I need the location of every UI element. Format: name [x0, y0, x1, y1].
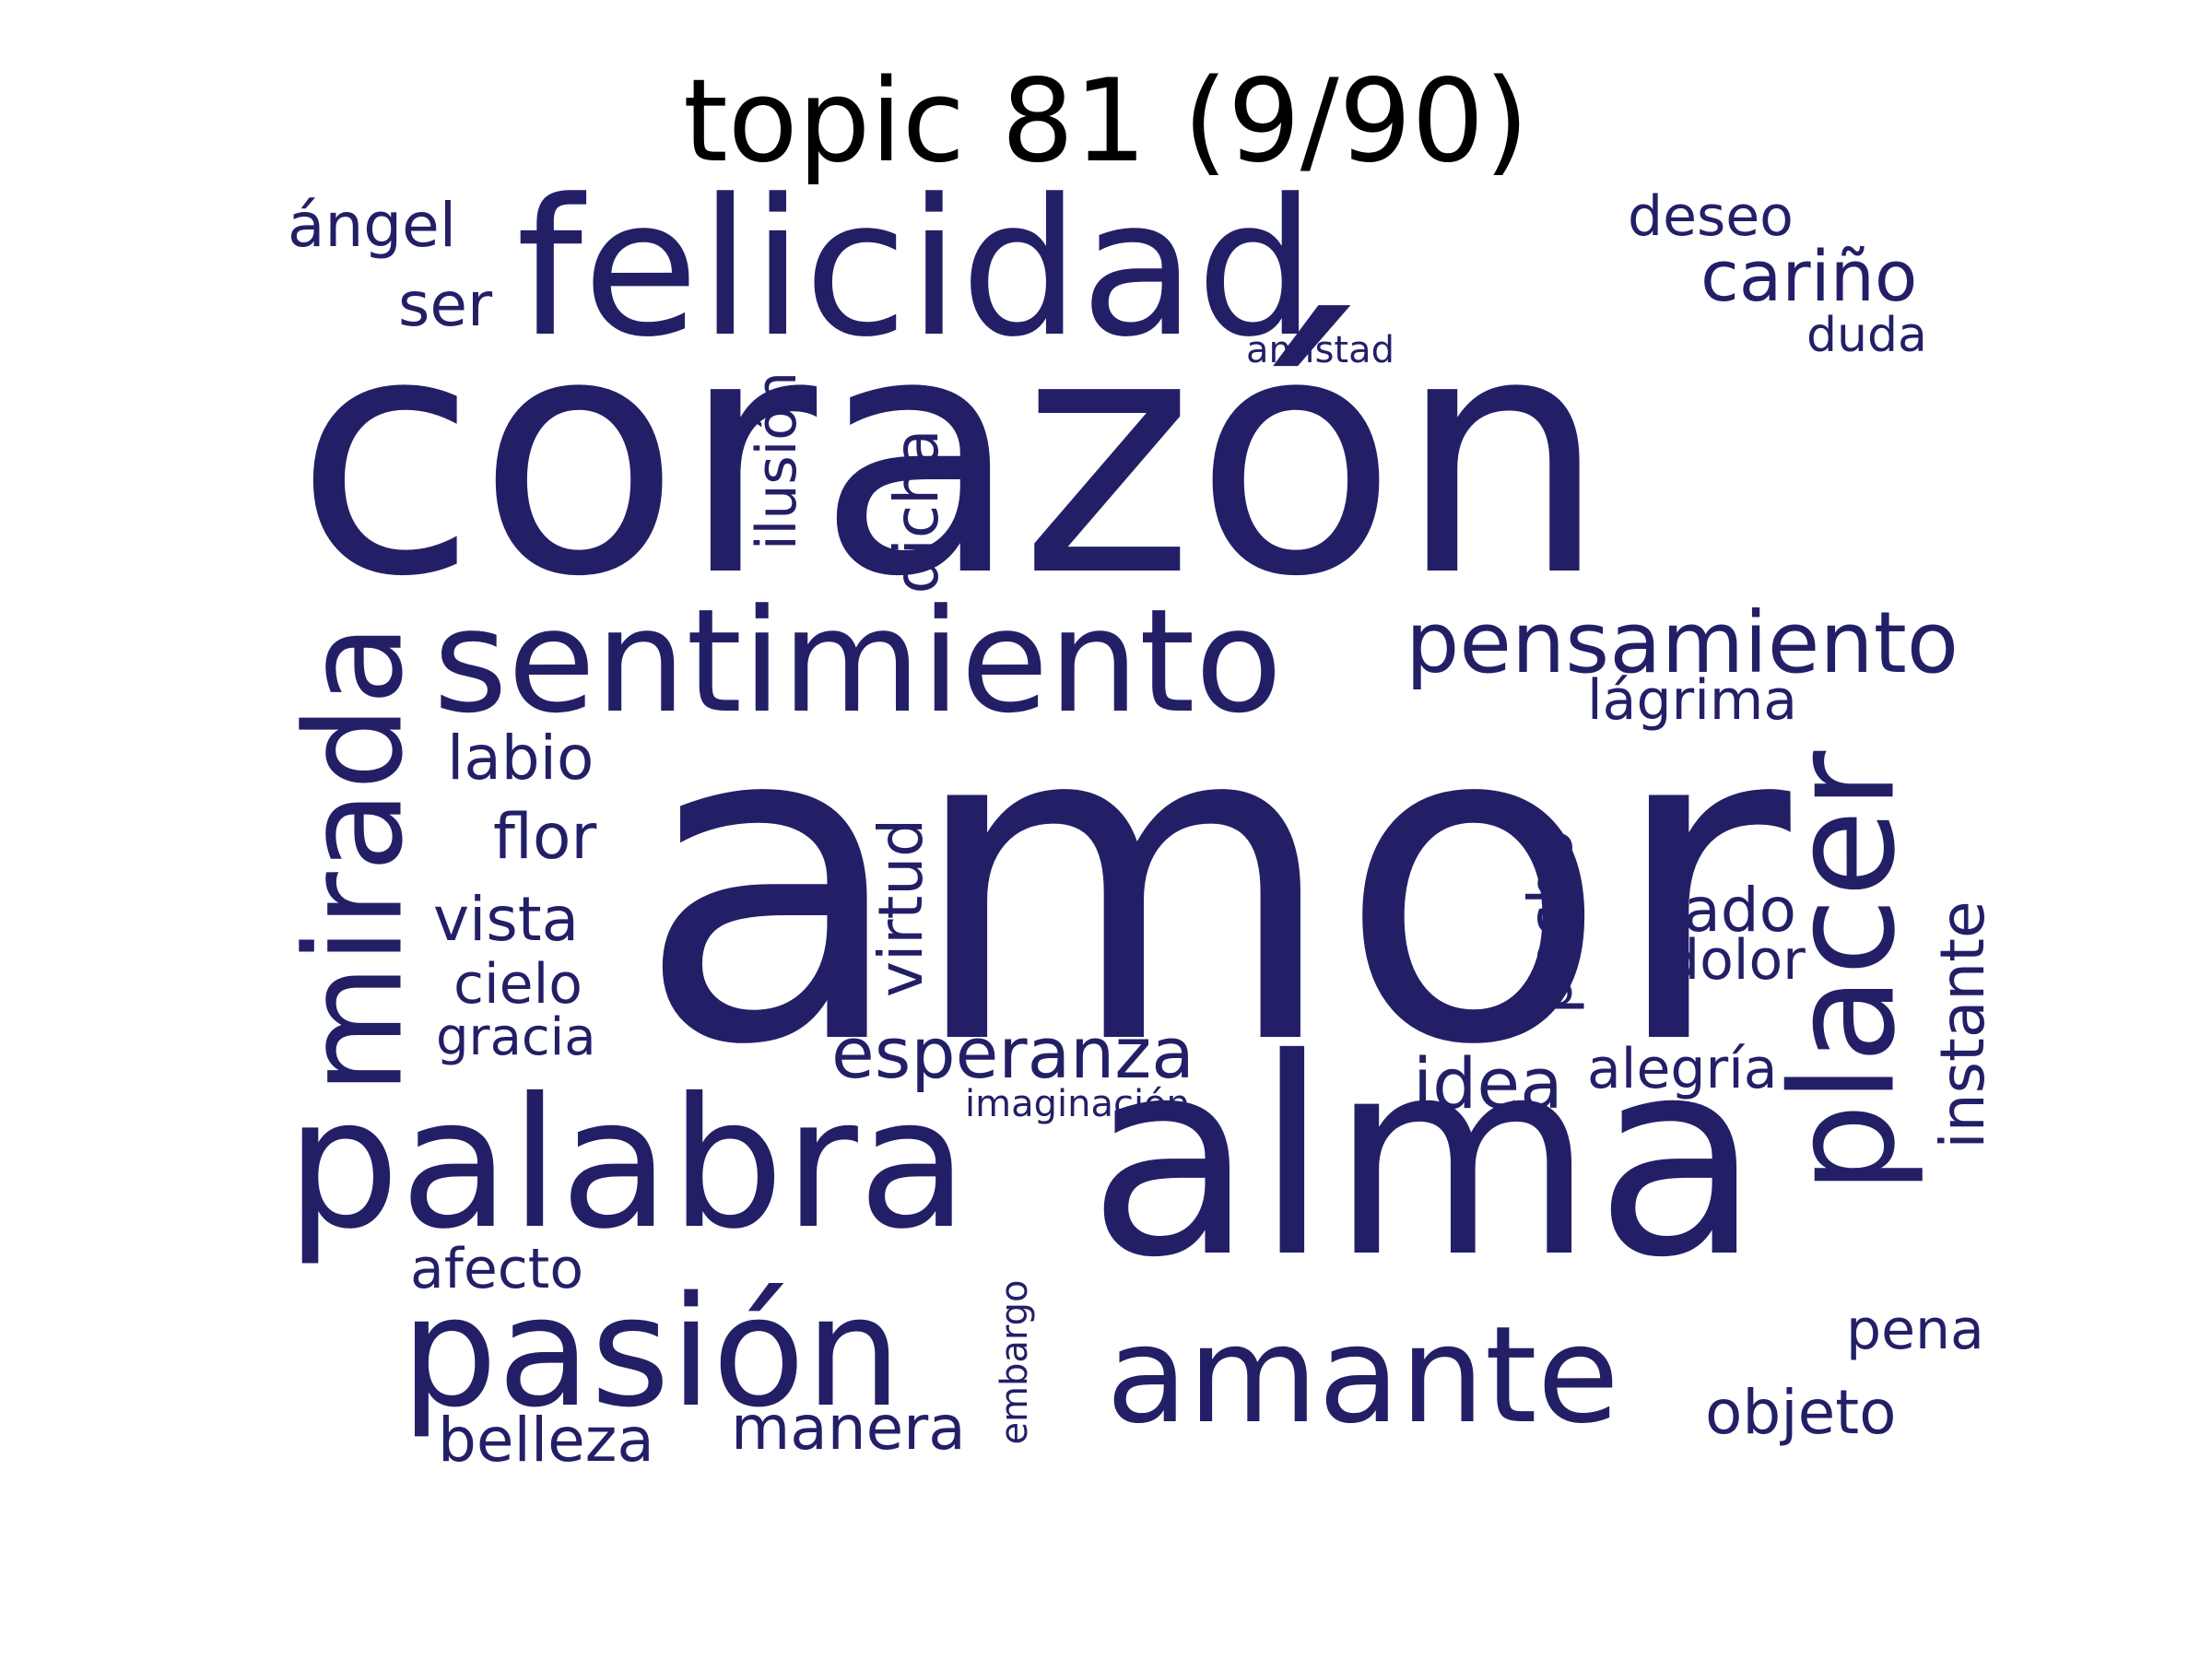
word-mirada: mirada: [276, 623, 433, 1095]
word-duda: duda: [1806, 308, 1927, 363]
word-amor: amor: [636, 627, 1791, 1142]
word-afecto: afecto: [410, 1237, 584, 1301]
word-ilusion: ilusión: [745, 371, 809, 551]
word-dicha: dicha: [881, 429, 952, 594]
word-labio: labio: [447, 723, 594, 794]
word-sentimiento: sentimiento: [433, 578, 1283, 745]
word-dolor: dolor: [1665, 928, 1806, 993]
word-deseo: deseo: [1628, 184, 1794, 249]
word-pensamiento: pensamiento: [1406, 594, 1959, 692]
word-instante: instante: [1927, 900, 1998, 1149]
word-idea: idea: [1413, 1042, 1563, 1124]
word-amistad: amistad: [1246, 329, 1395, 371]
word-belleza: belleza: [438, 1405, 654, 1476]
word-pena: pena: [1846, 1298, 1984, 1362]
word-felicidad: felicidad: [516, 159, 1316, 379]
cloud-title: topic 81 (9/90): [683, 55, 1529, 188]
word-objeto: objeto: [1705, 1377, 1897, 1448]
word-ser: ser: [398, 269, 493, 340]
word-esperanza: esperanza: [831, 1012, 1194, 1094]
word-embargo: embargo: [994, 1279, 1036, 1445]
word-palabra: palabra: [286, 1059, 969, 1268]
word-pasion: pasión: [401, 1264, 902, 1441]
word-cielo: cielo: [453, 952, 582, 1017]
word-alma: alma: [1088, 1000, 1761, 1317]
word-angel: ángel: [288, 190, 457, 261]
word-manera: manera: [731, 1393, 966, 1464]
word-flor: flor: [493, 801, 597, 874]
word-vista: vista: [433, 884, 580, 955]
word-carino: cariño: [1700, 235, 1918, 317]
word-lagrima: lágrima: [1587, 668, 1798, 733]
word-virtud: virtud: [865, 818, 936, 998]
word-gracia: gracia: [436, 1007, 596, 1067]
word-pecho: pecho: [1515, 829, 1586, 1015]
word-lado: lado: [1666, 875, 1797, 946]
word-amante: amante: [1106, 1298, 1619, 1453]
word-alegria: alegría: [1587, 1037, 1778, 1101]
word-imaginacion: imaginación: [965, 1083, 1190, 1125]
word-corazon: corazón: [295, 263, 1608, 649]
word-placer: placer: [1759, 750, 1927, 1194]
